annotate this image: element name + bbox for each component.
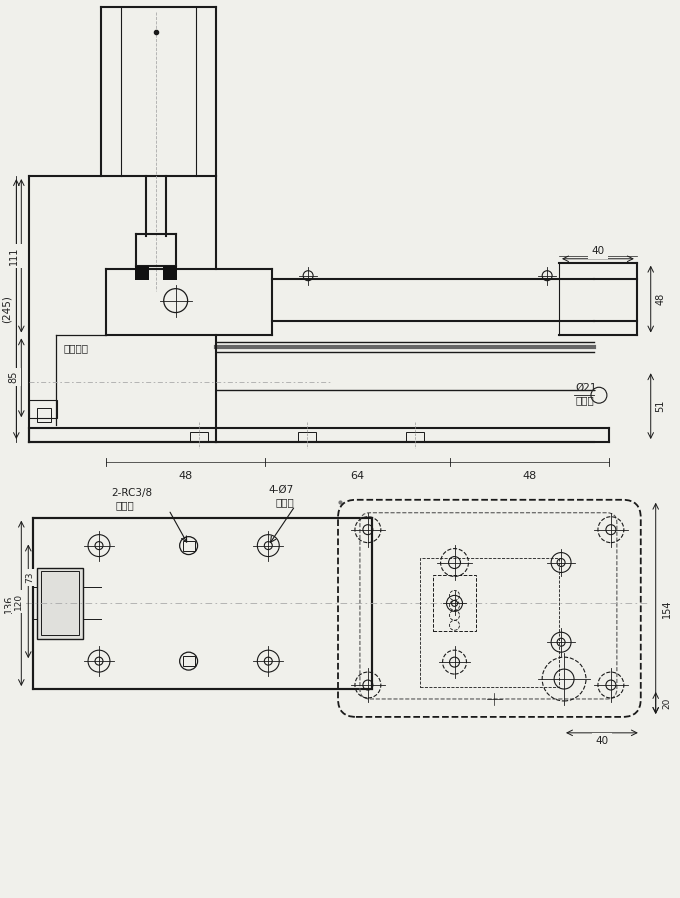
Bar: [190, 432, 207, 441]
Text: 进油口: 进油口: [116, 500, 135, 510]
Text: 40: 40: [592, 246, 605, 256]
Bar: [37, 568, 83, 639]
Bar: [298, 432, 316, 441]
Text: 51: 51: [656, 400, 666, 412]
Bar: [406, 432, 424, 441]
Bar: [432, 576, 477, 631]
Bar: [183, 541, 194, 550]
Text: 111: 111: [10, 247, 19, 265]
Bar: [37, 409, 51, 422]
Text: 20: 20: [662, 697, 671, 709]
Text: 安装孔: 安装孔: [275, 497, 294, 506]
Text: 48: 48: [179, 471, 192, 481]
Text: 40: 40: [596, 735, 609, 746]
Text: 136: 136: [4, 594, 14, 612]
Bar: [33, 518, 372, 689]
Text: 64: 64: [350, 471, 364, 481]
Text: 2-RC3/8: 2-RC3/8: [111, 488, 152, 497]
Text: 154: 154: [662, 599, 672, 618]
Text: 73: 73: [24, 572, 34, 583]
Text: 85: 85: [8, 371, 18, 383]
Bar: [420, 558, 559, 687]
Text: 压力调整: 压力调整: [63, 343, 88, 354]
Bar: [135, 266, 149, 279]
Text: 引线口: 引线口: [575, 395, 594, 405]
Text: (245): (245): [1, 295, 12, 322]
Text: Ø21: Ø21: [575, 383, 596, 393]
Bar: [29, 401, 57, 418]
Bar: [41, 571, 79, 635]
Text: 48: 48: [656, 293, 666, 304]
Text: 4-Ø7: 4-Ø7: [269, 485, 294, 495]
Text: 48: 48: [522, 471, 537, 481]
Bar: [163, 266, 177, 279]
Text: 120: 120: [14, 593, 23, 610]
Bar: [183, 656, 194, 666]
